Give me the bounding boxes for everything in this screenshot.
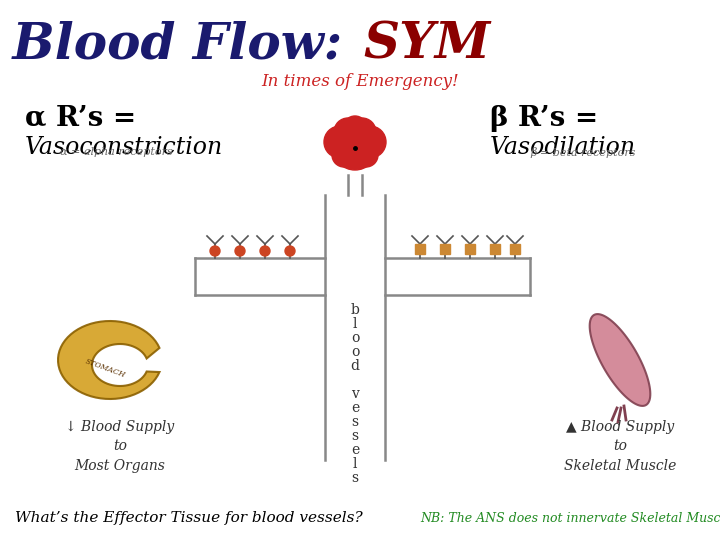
- Circle shape: [235, 246, 245, 256]
- Circle shape: [333, 126, 377, 170]
- Text: β = beta receptors: β = beta receptors: [530, 146, 636, 158]
- Text: s: s: [351, 429, 359, 443]
- Text: α = alpha receptors: α = alpha receptors: [60, 147, 173, 157]
- Circle shape: [210, 246, 220, 256]
- Text: o: o: [351, 345, 359, 359]
- Circle shape: [332, 143, 356, 167]
- Text: SYM: SYM: [363, 21, 490, 70]
- Text: What’s the Effector Tissue for blood vessels?: What’s the Effector Tissue for blood ves…: [15, 511, 363, 525]
- Circle shape: [343, 116, 367, 140]
- Circle shape: [348, 118, 376, 146]
- Bar: [465, 244, 475, 254]
- Text: α R’s =: α R’s =: [25, 105, 136, 132]
- Text: e: e: [351, 401, 359, 415]
- Circle shape: [260, 246, 270, 256]
- Text: b: b: [351, 303, 359, 317]
- Text: STOMACH: STOMACH: [84, 357, 126, 379]
- Circle shape: [334, 118, 362, 146]
- Bar: [490, 244, 500, 254]
- Circle shape: [354, 126, 386, 158]
- Text: l: l: [353, 317, 357, 331]
- Text: β R’s =: β R’s =: [490, 105, 598, 132]
- Text: ↓ Blood Supply
to
Most Organs: ↓ Blood Supply to Most Organs: [66, 420, 175, 473]
- Text: l: l: [353, 457, 357, 471]
- Text: Vasodilation: Vasodilation: [490, 137, 636, 159]
- Text: In times of Emergency!: In times of Emergency!: [261, 73, 459, 91]
- Text: e: e: [351, 443, 359, 457]
- Text: s: s: [351, 471, 359, 485]
- Bar: [510, 244, 520, 254]
- Circle shape: [285, 246, 295, 256]
- Polygon shape: [58, 321, 159, 399]
- Polygon shape: [590, 314, 650, 406]
- Text: ▲ Blood Supply
to
Skeletal Muscle: ▲ Blood Supply to Skeletal Muscle: [564, 420, 676, 473]
- Text: Diverting Blood Flow:: Diverting Blood Flow:: [0, 20, 360, 70]
- Text: v: v: [351, 387, 359, 401]
- Circle shape: [324, 126, 356, 158]
- Text: o: o: [351, 331, 359, 345]
- Circle shape: [354, 143, 378, 167]
- Bar: [440, 244, 450, 254]
- Bar: [415, 244, 425, 254]
- Text: NB: The ANS does not innervate Skeletal Muscle!: NB: The ANS does not innervate Skeletal …: [420, 512, 720, 525]
- Text: Vasoconstriction: Vasoconstriction: [25, 137, 223, 159]
- Text: s: s: [351, 415, 359, 429]
- Text: d: d: [351, 359, 359, 373]
